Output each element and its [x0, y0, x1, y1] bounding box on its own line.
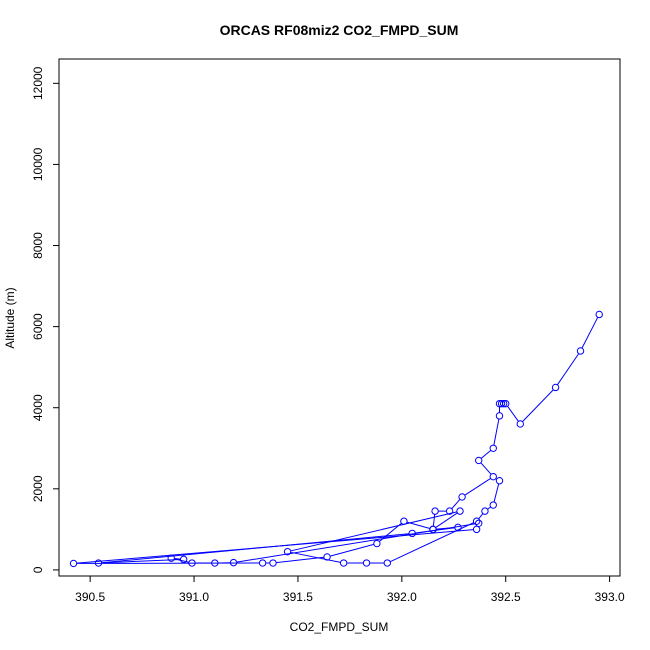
data-point: [339, 559, 348, 567]
series-segment: [556, 353, 580, 386]
y-tick-label: 12000: [31, 66, 45, 100]
data-point: [362, 559, 371, 567]
data-point: [456, 507, 464, 515]
series-segment: [290, 551, 341, 563]
data-point: [489, 444, 497, 452]
series-segment: [493, 418, 500, 446]
data-point: [472, 525, 481, 534]
series-segment: [101, 533, 410, 564]
series-segment: [329, 543, 374, 557]
series-segment: [464, 477, 491, 496]
data-point: [499, 399, 508, 408]
series-segment: [507, 405, 519, 422]
series-segment: [493, 483, 500, 503]
data-point: [431, 507, 439, 515]
data-point: [383, 559, 391, 567]
series-segment: [276, 556, 324, 564]
data-point: [167, 554, 175, 562]
data-point: [400, 517, 408, 525]
data-point: [489, 472, 497, 481]
series-segment: [480, 462, 492, 475]
data-point: [458, 493, 466, 501]
x-tick-label: 391.0: [179, 590, 209, 604]
data-point: [323, 553, 331, 561]
x-axis: 390.5 391.0 391.5 392.0 392.5 393.0: [75, 575, 625, 604]
x-axis-label: CO2_FMPD_SUM: [290, 620, 389, 634]
data-point: [373, 539, 381, 548]
data-point: [258, 559, 267, 567]
chart-title: ORCAS RF08miz2 CO2_FMPD_SUM: [220, 22, 459, 38]
data-point: [188, 559, 196, 567]
data-point: [595, 310, 603, 319]
data-point: [576, 347, 585, 355]
data-point: [229, 558, 238, 567]
data-point: [454, 523, 462, 532]
data-point: [472, 517, 481, 525]
series-segment: [290, 511, 458, 552]
x-tick-label: 392.0: [387, 590, 417, 604]
series-segment: [522, 389, 554, 422]
x-tick-label: 390.5: [75, 590, 105, 604]
data-point: [283, 547, 292, 556]
x-tick-label: 391.5: [283, 590, 313, 604]
y-tick-label: 10000: [31, 147, 45, 181]
x-tick-label: 393.0: [595, 590, 625, 604]
series-segment: [480, 449, 492, 459]
y-tick-label: 4000: [31, 394, 45, 421]
series-segment: [174, 557, 181, 560]
series-segment: [478, 513, 484, 520]
data-point: [269, 559, 277, 567]
series-segment: [101, 559, 181, 564]
y-tick-label: 2000: [31, 475, 45, 502]
series-segment: [432, 514, 436, 527]
y-tick-label: 6000: [31, 313, 45, 340]
series-segment: [451, 499, 461, 510]
data-point: [408, 529, 416, 538]
series-segment: [436, 527, 455, 530]
data-point: [445, 507, 454, 515]
data-point: [481, 507, 489, 515]
data-point: [69, 559, 78, 568]
data-point: [475, 456, 483, 465]
data-point: [495, 412, 504, 420]
y-tick-label: 0: [31, 566, 45, 573]
series-segment: [415, 527, 455, 534]
data-point: [495, 477, 504, 485]
data-point: [516, 420, 524, 428]
x-tick-label: 392.5: [491, 590, 521, 604]
data-point: [551, 383, 560, 392]
y-axis: 0 2000 4000 6000 8000 10000 12000: [31, 66, 60, 573]
data-point: [94, 559, 103, 567]
y-axis-label: Altitude (m): [3, 287, 17, 348]
series-layer: [69, 310, 603, 568]
data-point: [497, 399, 506, 408]
y-tick-label: 8000: [31, 232, 45, 259]
series-segment: [435, 512, 458, 528]
data-point: [495, 399, 504, 408]
series-segment: [487, 506, 491, 510]
data-point: [489, 501, 497, 509]
series-segment: [581, 317, 599, 349]
data-point: [179, 555, 188, 564]
plot-frame: [58, 58, 621, 577]
data-point: [211, 559, 219, 567]
series-segment: [389, 522, 474, 563]
data-point: [475, 519, 483, 527]
data-point: [429, 525, 437, 534]
